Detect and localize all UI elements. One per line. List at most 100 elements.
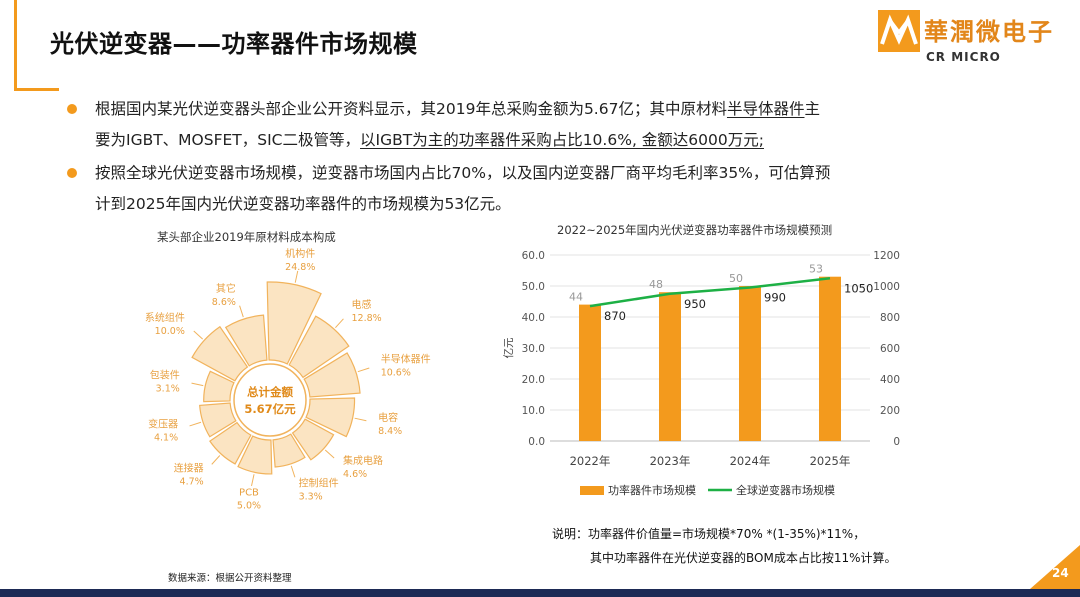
pie-slice-value: 5.0%	[237, 501, 261, 512]
pie-slice-value: 24.8%	[285, 262, 315, 273]
pie-leader-line-5	[324, 449, 335, 459]
bar-chart-title: 2022~2025年国内光伏逆变器功率器件市场规模预测	[557, 223, 833, 237]
pie-leader-line-2	[335, 318, 344, 329]
bar-2025年	[819, 276, 841, 441]
logo-name: 華潤微电子	[924, 18, 1054, 46]
pie-slice-label: 机构件	[285, 247, 315, 260]
x-tick-label: 2024年	[730, 454, 771, 468]
pie-slice-value: 4.7%	[180, 476, 204, 487]
pie-slice-2	[288, 315, 350, 379]
y-tick-label: 50.0	[522, 281, 545, 293]
bar-2024年	[739, 286, 761, 441]
pie-slice-10	[203, 370, 235, 403]
pie-slice-label: 变压器	[148, 418, 178, 431]
pie-slice-5	[291, 418, 335, 461]
pie-center-value: 5.67亿元	[244, 402, 296, 416]
pie-slice-value: 8.6%	[212, 297, 236, 308]
pie-slice-7	[237, 435, 273, 475]
bar-2022年	[579, 304, 601, 441]
y2-tick-label: 400	[880, 374, 900, 386]
y-tick-label: 40.0	[522, 312, 545, 324]
pie-slice-value: 10.0%	[155, 326, 185, 337]
pie-leader-line-8	[211, 455, 221, 465]
y-tick-label: 0.0	[528, 436, 545, 448]
bullet-dot-icon	[67, 168, 77, 178]
cr-micro-logo-icon	[878, 10, 920, 52]
x-tick-label: 2022年	[570, 454, 611, 468]
bar-value-label: 44	[569, 291, 583, 304]
pie-slice-label: 包装件	[150, 369, 180, 382]
pie-slice-1	[266, 281, 322, 365]
pie-leader-line-11	[193, 330, 204, 340]
legend-swatch-bar	[580, 486, 604, 495]
line-value-label: 990	[764, 291, 786, 305]
cost-structure-pie-chart: 机构件 24.8% 电感 12.8% 半导体器件 10.6% 电容 8.4% 集成电路 4.6% 控…	[145, 247, 431, 512]
x-tick-label: 2025年	[810, 454, 851, 468]
line-value-label: 950	[684, 297, 706, 311]
formula-note: 说明：功率器件价值量=市场规模*70% *(1-35%)*11%， 其中功率器件…	[552, 522, 897, 570]
y2-tick-label: 200	[880, 405, 900, 417]
bar-value-label: 53	[809, 263, 823, 276]
y-tick-label: 60.0	[522, 250, 545, 262]
y2-tick-label: 800	[880, 312, 900, 324]
pie-center-label: 总计金额	[247, 385, 293, 399]
bullet-2-line-2: 计到2025年国内光伏逆变器功率器件的市场规模为53亿元。	[95, 195, 511, 213]
bullet-1-underline-b: 以IGBT为主的功率器件采购占比10.6%, 金额达6000万元;	[360, 131, 764, 149]
y2-tick-label: 0	[893, 436, 900, 448]
page-number-tab	[1030, 545, 1080, 589]
pie-slice-8	[209, 421, 252, 465]
pie-slice-label: 电感	[351, 298, 371, 311]
logo-subtitle: CR MICRO	[926, 50, 1001, 64]
pie-slice-value: 3.3%	[299, 492, 323, 503]
page-number: 24	[1052, 566, 1069, 580]
footer-bar	[0, 589, 1080, 597]
pie-slice-6	[272, 433, 306, 468]
bullet-1-line-2: 要为IGBT、MOSFET，SIC二极管等，以IGBT为主的功率器件采购占比10…	[95, 125, 965, 156]
y2-tick-label: 1200	[873, 250, 900, 262]
y-tick-label: 10.0	[522, 405, 545, 417]
legend-label-line: 全球逆变器市场规模	[736, 483, 835, 497]
pie-slice-value: 4.6%	[343, 469, 367, 480]
note-line-2: 其中功率器件在光伏逆变器的BOM成本占比按11%计算。	[590, 551, 897, 565]
data-source: 数据来源：根据公开资料整理	[168, 573, 292, 584]
pie-slice-label: 系统组件	[145, 311, 185, 324]
pie-chart-title: 某头部企业2019年原材料成本构成	[157, 230, 336, 244]
bullet-2: 按照全球光伏逆变器市场规模，逆变器市场国内占比70%，以及国内逆变器厂商平均毛利…	[67, 158, 965, 220]
corner-frame-decoration	[14, 0, 59, 91]
y2-tick-label: 600	[880, 343, 900, 355]
bullet-1: 根据国内某光伏逆变器头部企业公开资料显示，其2019年总采购金额为5.67亿；其…	[67, 94, 965, 156]
pie-leader-line-1	[294, 270, 299, 283]
bar-value-label: 48	[649, 278, 663, 291]
bullet-2-line-1: 按照全球光伏逆变器市场规模，逆变器市场国内占比70%，以及国内逆变器厂商平均毛利…	[95, 164, 831, 182]
pie-slice-12	[224, 314, 268, 367]
pie-leader-line-12	[239, 305, 244, 318]
pie-slice-label: 连接器	[174, 461, 204, 474]
pie-leader-line-3	[357, 367, 370, 373]
bullet-dot-icon	[67, 104, 77, 114]
y2-tick-label: 1000	[873, 281, 900, 293]
pie-slice-4	[305, 397, 356, 438]
bullet-1-text-a: 根据国内某光伏逆变器头部企业公开资料显示，其2019年总采购金额为5.67亿；其…	[95, 100, 727, 118]
pie-center-circle	[233, 363, 307, 437]
pie-leader-line-7	[251, 474, 255, 487]
x-tick-label: 2023年	[650, 454, 691, 468]
bullet-1-line-1: 根据国内某光伏逆变器头部企业公开资料显示，其2019年总采购金额为5.67亿；其…	[95, 94, 965, 125]
pie-slice-label: 其它	[216, 282, 236, 295]
pie-slice-value: 8.4%	[378, 426, 402, 437]
page-title: 光伏逆变器——功率器件市场规模	[50, 30, 418, 58]
bullet-1-text-c: 要为IGBT、MOSFET，SIC二极管等，	[95, 131, 361, 149]
y-tick-label: 30.0	[522, 343, 545, 355]
bar-value-label: 50	[729, 272, 743, 285]
pie-slice-value: 4.1%	[154, 433, 178, 444]
pie-slice-label: 半导体器件	[381, 352, 431, 365]
pie-slice-label: PCB	[239, 488, 259, 499]
pie-slice-3	[303, 352, 361, 398]
pie-slice-label: 控制组件	[299, 477, 339, 490]
pie-slice-label: 电容	[378, 411, 398, 424]
line-value-label: 1050	[844, 281, 873, 295]
cr-micro-logo: 華潤微电子 CR MICRO	[878, 10, 1058, 68]
pie-slice-11	[191, 325, 249, 382]
line-value-label: 870	[604, 309, 626, 323]
bar-2023年	[659, 292, 681, 441]
note-line-1: 说明：功率器件价值量=市场规模*70% *(1-35%)*11%，	[552, 527, 866, 541]
